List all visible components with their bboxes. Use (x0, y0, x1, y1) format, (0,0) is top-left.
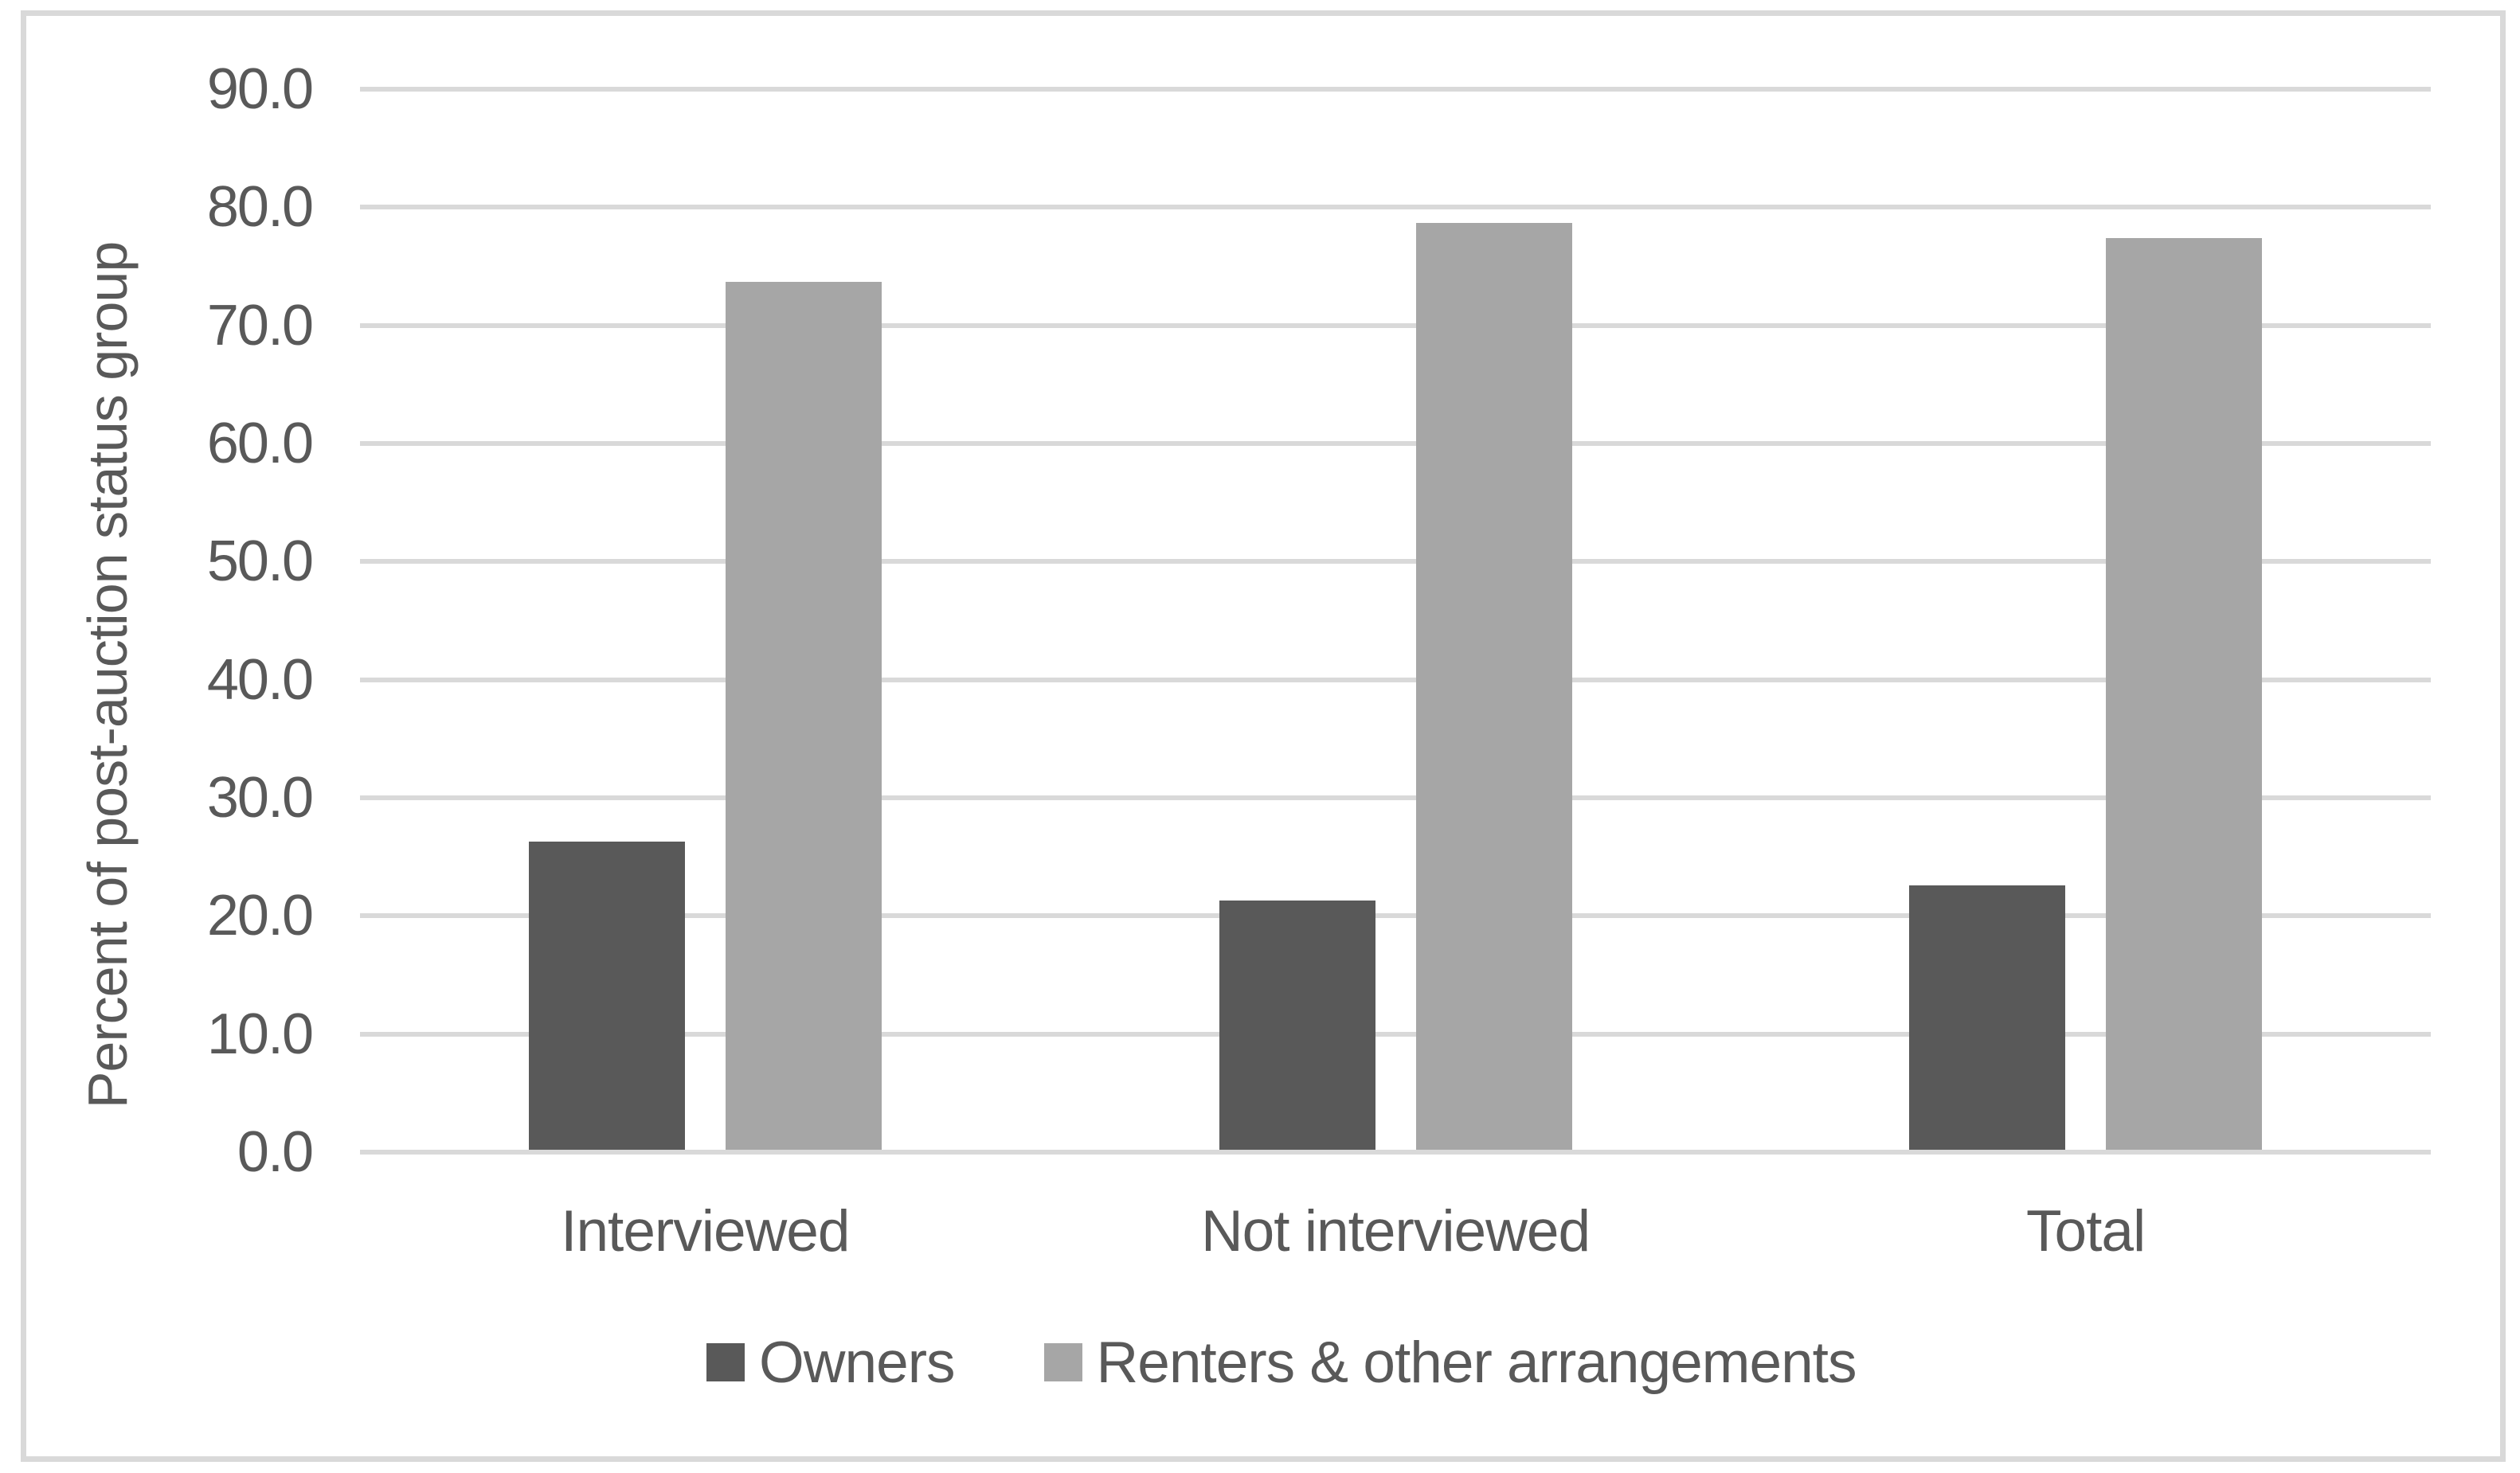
gridline (360, 795, 2431, 800)
x-category-label: Total (2026, 1199, 2146, 1264)
gridline (360, 441, 2431, 446)
gridline (360, 322, 2431, 328)
y-tick-label: 80.0 (206, 175, 314, 240)
x-category-label: Interviewed (561, 1199, 850, 1264)
y-tick-label: 10.0 (206, 1002, 314, 1066)
gridline (360, 87, 2431, 92)
legend-swatch-renters (1043, 1343, 1082, 1381)
bar-owners-total (1909, 885, 2066, 1150)
y-tick-label: 20.0 (206, 884, 314, 948)
legend: Owners Renters & other arrangements (706, 1326, 1857, 1398)
gridline (360, 559, 2431, 565)
gridline (360, 677, 2431, 682)
legend-swatch-owners (706, 1343, 745, 1381)
chart-border-frame (21, 10, 2506, 1462)
legend-label: Renters & other arrangements (1096, 1330, 1857, 1395)
gridline (360, 205, 2431, 210)
bar-owners-interviewed (528, 841, 685, 1150)
y-tick-label: 50.0 (206, 529, 314, 594)
legend-label: Owners (759, 1330, 956, 1395)
bar-owners-not-interviewed (1219, 901, 1375, 1150)
bar-renters-interviewed (725, 281, 882, 1150)
x-axis-line (360, 1150, 2431, 1155)
y-tick-label: 70.0 (206, 293, 314, 358)
x-category-label: Not interviewed (1200, 1199, 1591, 1264)
gridline (360, 913, 2431, 919)
y-tick-label: 60.0 (206, 412, 314, 475)
y-tick-label: 30.0 (206, 766, 314, 830)
bar-renters-total (2106, 237, 2263, 1150)
bar-renters-not-interviewed (1415, 222, 1572, 1150)
legend-item-renters: Renters & other arrangements (1043, 1330, 1857, 1396)
y-tick-label: 0.0 (237, 1120, 314, 1184)
y-tick-label: 40.0 (206, 647, 314, 712)
gridline (360, 1031, 2431, 1037)
legend-item-owners: Owners (706, 1330, 956, 1396)
y-tick-label: 90.0 (206, 57, 314, 121)
